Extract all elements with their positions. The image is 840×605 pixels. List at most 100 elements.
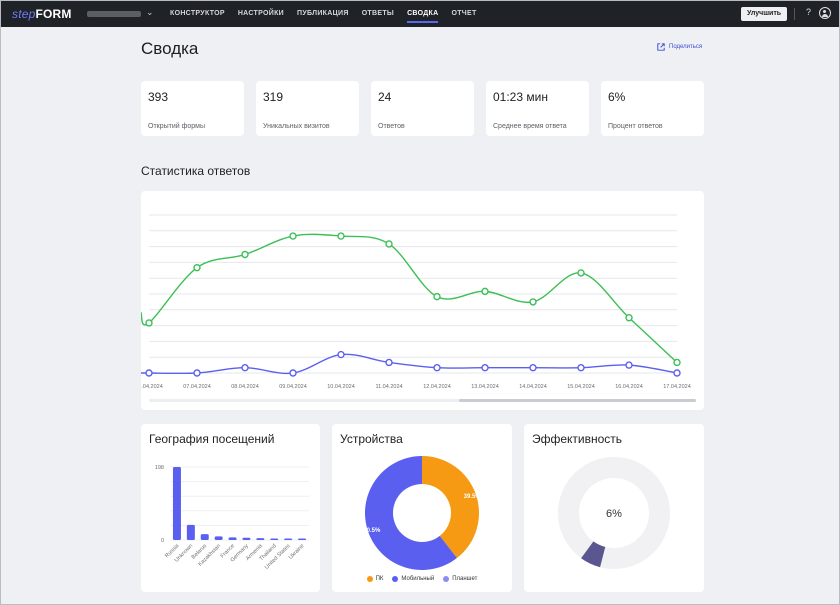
slice-value-label: 39.5% — [464, 494, 482, 500]
x-tick-label: 14.04.2024 — [519, 384, 547, 390]
y-tick-label: 198 — [155, 465, 164, 471]
user-avatar-icon[interactable] — [819, 7, 831, 19]
bar-germany — [242, 537, 251, 540]
share-link[interactable]: Поделиться — [657, 43, 702, 51]
x-tick-label: 12.04.2024 — [423, 384, 451, 390]
bar-kazakhstan — [214, 536, 223, 540]
chevron-down-icon[interactable]: ⌄ — [146, 7, 154, 17]
x-tick-label: 15.04.2024 — [567, 384, 595, 390]
efficiency-donut-chart: 6% — [558, 457, 670, 569]
share-icon — [657, 43, 665, 51]
legend-swatch — [443, 576, 450, 582]
stat-label: Открытий формы — [148, 123, 205, 130]
help-icon[interactable]: ? — [806, 7, 812, 17]
stat-value: 24 — [378, 90, 392, 104]
nav-tab-report[interactable]: ОТЧЕТ — [451, 10, 477, 17]
divider — [794, 8, 795, 20]
bar-ukraine — [298, 538, 307, 540]
project-name-redacted[interactable] — [87, 11, 141, 17]
geography-bar-chart: 1980RussiaUnknownBelarusKazakhstanFrance… — [155, 465, 309, 571]
horizontal-scrollbar-thumb — [459, 399, 696, 402]
data-point-s1-11 — [673, 358, 681, 367]
bar-armenia — [256, 538, 265, 540]
x-tick-label: 11.04.2024 — [375, 384, 402, 390]
series-line-1 — [140, 233, 678, 363]
main-nav: КОНСТРУКТОР НАСТРОЙКИ ПУБЛИКАЦИЯ ОТВЕТЫ … — [170, 1, 490, 27]
efficiency-card: Эффективность 6% — [524, 424, 704, 592]
x-tick-label: 06.04.2024 — [141, 384, 163, 390]
legend-item-tablet[interactable]: Планшет — [443, 576, 477, 582]
geography-title: География посещений — [149, 432, 275, 446]
donut-slice-2[interactable] — [365, 456, 457, 570]
devices-title: Устройства — [340, 432, 403, 446]
stat-label: Ответов — [378, 123, 405, 130]
x-tick-label: 17.04.2024 — [663, 384, 691, 390]
x-tick-label: 08.04.2024 — [231, 384, 259, 390]
efficiency-title: Эффективность — [532, 432, 623, 446]
devices-donut-chart: 39.5% 60.5% — [363, 456, 482, 570]
stat-card-unique-visits: 319 Уникальных визитов — [256, 81, 359, 136]
stat-value: 01:23 мин — [493, 90, 548, 104]
donut-value-slice — [581, 541, 606, 568]
y-tick-label: 0 — [161, 538, 164, 544]
data-point-s2-7 — [481, 364, 489, 372]
data-point-s1-3 — [289, 232, 297, 240]
data-point-s1-5 — [385, 240, 393, 248]
bar-united-states — [284, 538, 293, 540]
nav-tab-settings[interactable]: НАСТРОЙКИ — [237, 10, 284, 17]
data-point-s1-9 — [577, 269, 585, 277]
x-tick-label: 09.04.2024 — [279, 384, 307, 390]
data-point-s1-0 — [145, 319, 153, 327]
data-point-s2-6 — [433, 364, 441, 372]
nav-tab-constructor[interactable]: КОНСТРУКТОР — [170, 10, 225, 17]
devices-card: Устройства 39.5% 60.5% ПК Мобильный Планш… — [332, 424, 512, 592]
data-point-s2-9 — [577, 364, 585, 372]
devices-legend: ПК Мобильный Планшет — [332, 576, 512, 582]
data-point-s2-5 — [385, 358, 393, 367]
stat-card-answers: 24 Ответов — [371, 81, 474, 136]
legend-item-mobile[interactable]: Мобильный — [392, 576, 434, 582]
data-point-s2-4 — [337, 350, 345, 359]
nav-tab-publication[interactable]: ПУБЛИКАЦИЯ — [296, 10, 349, 17]
legend-swatch — [366, 576, 373, 582]
x-tick-label: 16.04.2024 — [615, 384, 643, 390]
stat-value: 319 — [263, 90, 284, 104]
stat-card-avg-time: 01:23 мин Среднее время ответа — [486, 81, 589, 136]
brand-logo[interactable]: stepFORM — [12, 7, 72, 21]
legend-label: ПК — [375, 576, 384, 582]
efficiency-value-label: 6% — [606, 508, 622, 520]
x-tick-label: Ukraine — [288, 543, 306, 561]
data-point-s2-2 — [241, 364, 249, 372]
stat-label: Процент ответов — [608, 123, 663, 130]
responses-section-title: Статистика ответов — [141, 164, 251, 178]
nav-tab-summary[interactable]: СВОДКА — [407, 1, 439, 27]
data-point-s1-10 — [625, 313, 633, 322]
bar-russia — [172, 467, 181, 540]
data-point-s2-10 — [625, 361, 633, 369]
page-title: Сводка — [141, 39, 199, 58]
responses-line-chart: 06.04.2024 07.04.2024 08.04.2024 09.04.2024… — [135, 214, 696, 402]
data-point-s2-1 — [193, 369, 201, 377]
donut-remainder — [558, 457, 670, 569]
bar-thailand — [270, 538, 279, 540]
stat-value: 6% — [608, 90, 626, 104]
data-point-s1-1 — [193, 263, 201, 272]
donut-slice-1[interactable] — [422, 456, 479, 559]
stat-label: Уникальных визитов — [263, 123, 330, 130]
x-tick-label: 13.04.2024 — [471, 384, 499, 390]
stat-value: 393 — [148, 90, 169, 104]
bar-belarus — [200, 534, 209, 540]
upgrade-button[interactable]: Улучшить — [741, 7, 788, 21]
nav-tab-answers[interactable]: ОТВЕТЫ — [361, 10, 395, 17]
stat-card-response-rate: 6% Процент ответов — [601, 81, 704, 136]
data-point-s2-3 — [289, 369, 297, 377]
data-point-s1-8 — [529, 298, 537, 306]
legend-label: Планшет — [452, 576, 478, 582]
data-point-s1-2 — [241, 250, 249, 259]
responses-chart-card: 06.04.2024 07.04.2024 08.04.2024 09.04.2024… — [135, 191, 704, 410]
data-point-s1-4 — [337, 232, 345, 240]
top-navbar: stepFORM ⌄ КОНСТРУКТОР НАСТРОЙКИ ПУБЛИКА… — [1, 1, 839, 27]
bar-unknown — [186, 524, 195, 540]
legend-item-pc[interactable]: ПК — [366, 576, 384, 582]
